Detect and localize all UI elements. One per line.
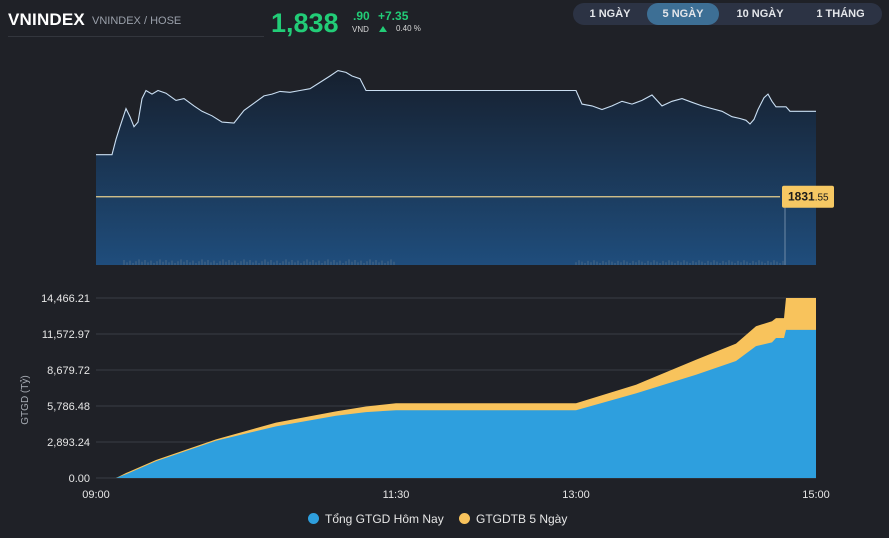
up-arrow-icon bbox=[379, 26, 387, 32]
y-tick-label: 11,572.97 bbox=[42, 329, 90, 341]
price-tag bbox=[782, 185, 834, 208]
range-tabs: 1 NGÀY 5 NGÀY 10 NGÀY 1 THÁNG bbox=[573, 3, 882, 25]
legend-label: GTGDTB 5 Ngày bbox=[476, 512, 568, 526]
price-line bbox=[96, 70, 816, 156]
price-unit: VND bbox=[352, 25, 369, 34]
index-name: VNINDEX bbox=[8, 10, 85, 29]
y-tick-label: 5,786.48 bbox=[47, 401, 90, 413]
x-tick-label: 13:00 bbox=[562, 489, 590, 501]
trading-value-chart: 0.00 2,893.24 5,786.48 8,679.72 11,572.97 14,… bbox=[19, 293, 830, 501]
legend: Tổng GTGD Hôm Nay GTGDTB 5 Ngày bbox=[0, 512, 889, 532]
y-tick-label: 0.00 bbox=[69, 473, 90, 485]
price-decimal: .90 bbox=[353, 9, 370, 23]
y-tick-label: 8,679.72 bbox=[47, 365, 90, 377]
price-tag-int: 1831 bbox=[788, 190, 815, 204]
x-tick-label: 11:30 bbox=[383, 489, 410, 501]
index-title: VNINDEX VNINDEX / HOSE bbox=[8, 10, 264, 37]
y-axis-label: GTGD (Tỷ) bbox=[19, 375, 31, 424]
legend-dot-icon bbox=[308, 513, 319, 524]
tab-10-days[interactable]: 10 NGÀY bbox=[736, 8, 784, 20]
tab-1-day[interactable]: 1 NGÀY bbox=[589, 8, 631, 20]
series-area-today bbox=[96, 329, 816, 478]
price-value: 1,838 bbox=[271, 8, 339, 38]
tab-5-days[interactable]: 5 NGÀY bbox=[647, 3, 719, 25]
legend-dot-icon bbox=[459, 513, 470, 524]
tab-1-month[interactable]: 1 THÁNG bbox=[816, 8, 865, 20]
price-change: +7.35 bbox=[378, 9, 409, 23]
price-chart: 1831.55 bbox=[96, 70, 834, 265]
x-tick-label: 15:00 bbox=[802, 489, 830, 501]
price-tag-decimal: .55 bbox=[815, 193, 829, 204]
y-tick-label: 14,466.21 bbox=[41, 293, 90, 305]
legend-label: Tổng GTGD Hôm Nay bbox=[325, 512, 444, 526]
price-tag-label: 1831.55 bbox=[788, 190, 829, 204]
legend-item-5day-avg[interactable]: GTGDTB 5 Ngày bbox=[459, 512, 567, 526]
index-exchange: VNINDEX / HOSE bbox=[92, 15, 182, 27]
header-bar: VNINDEX VNINDEX / HOSE 1,838 .90 VND +7.… bbox=[0, 0, 889, 40]
price-change-percent: 0.40 % bbox=[396, 24, 421, 33]
price-area bbox=[96, 70, 816, 265]
y-tick-label: 2,893.24 bbox=[47, 437, 90, 449]
legend-item-today[interactable]: Tổng GTGD Hôm Nay bbox=[308, 512, 444, 526]
x-tick-label: 09:00 bbox=[82, 489, 110, 501]
